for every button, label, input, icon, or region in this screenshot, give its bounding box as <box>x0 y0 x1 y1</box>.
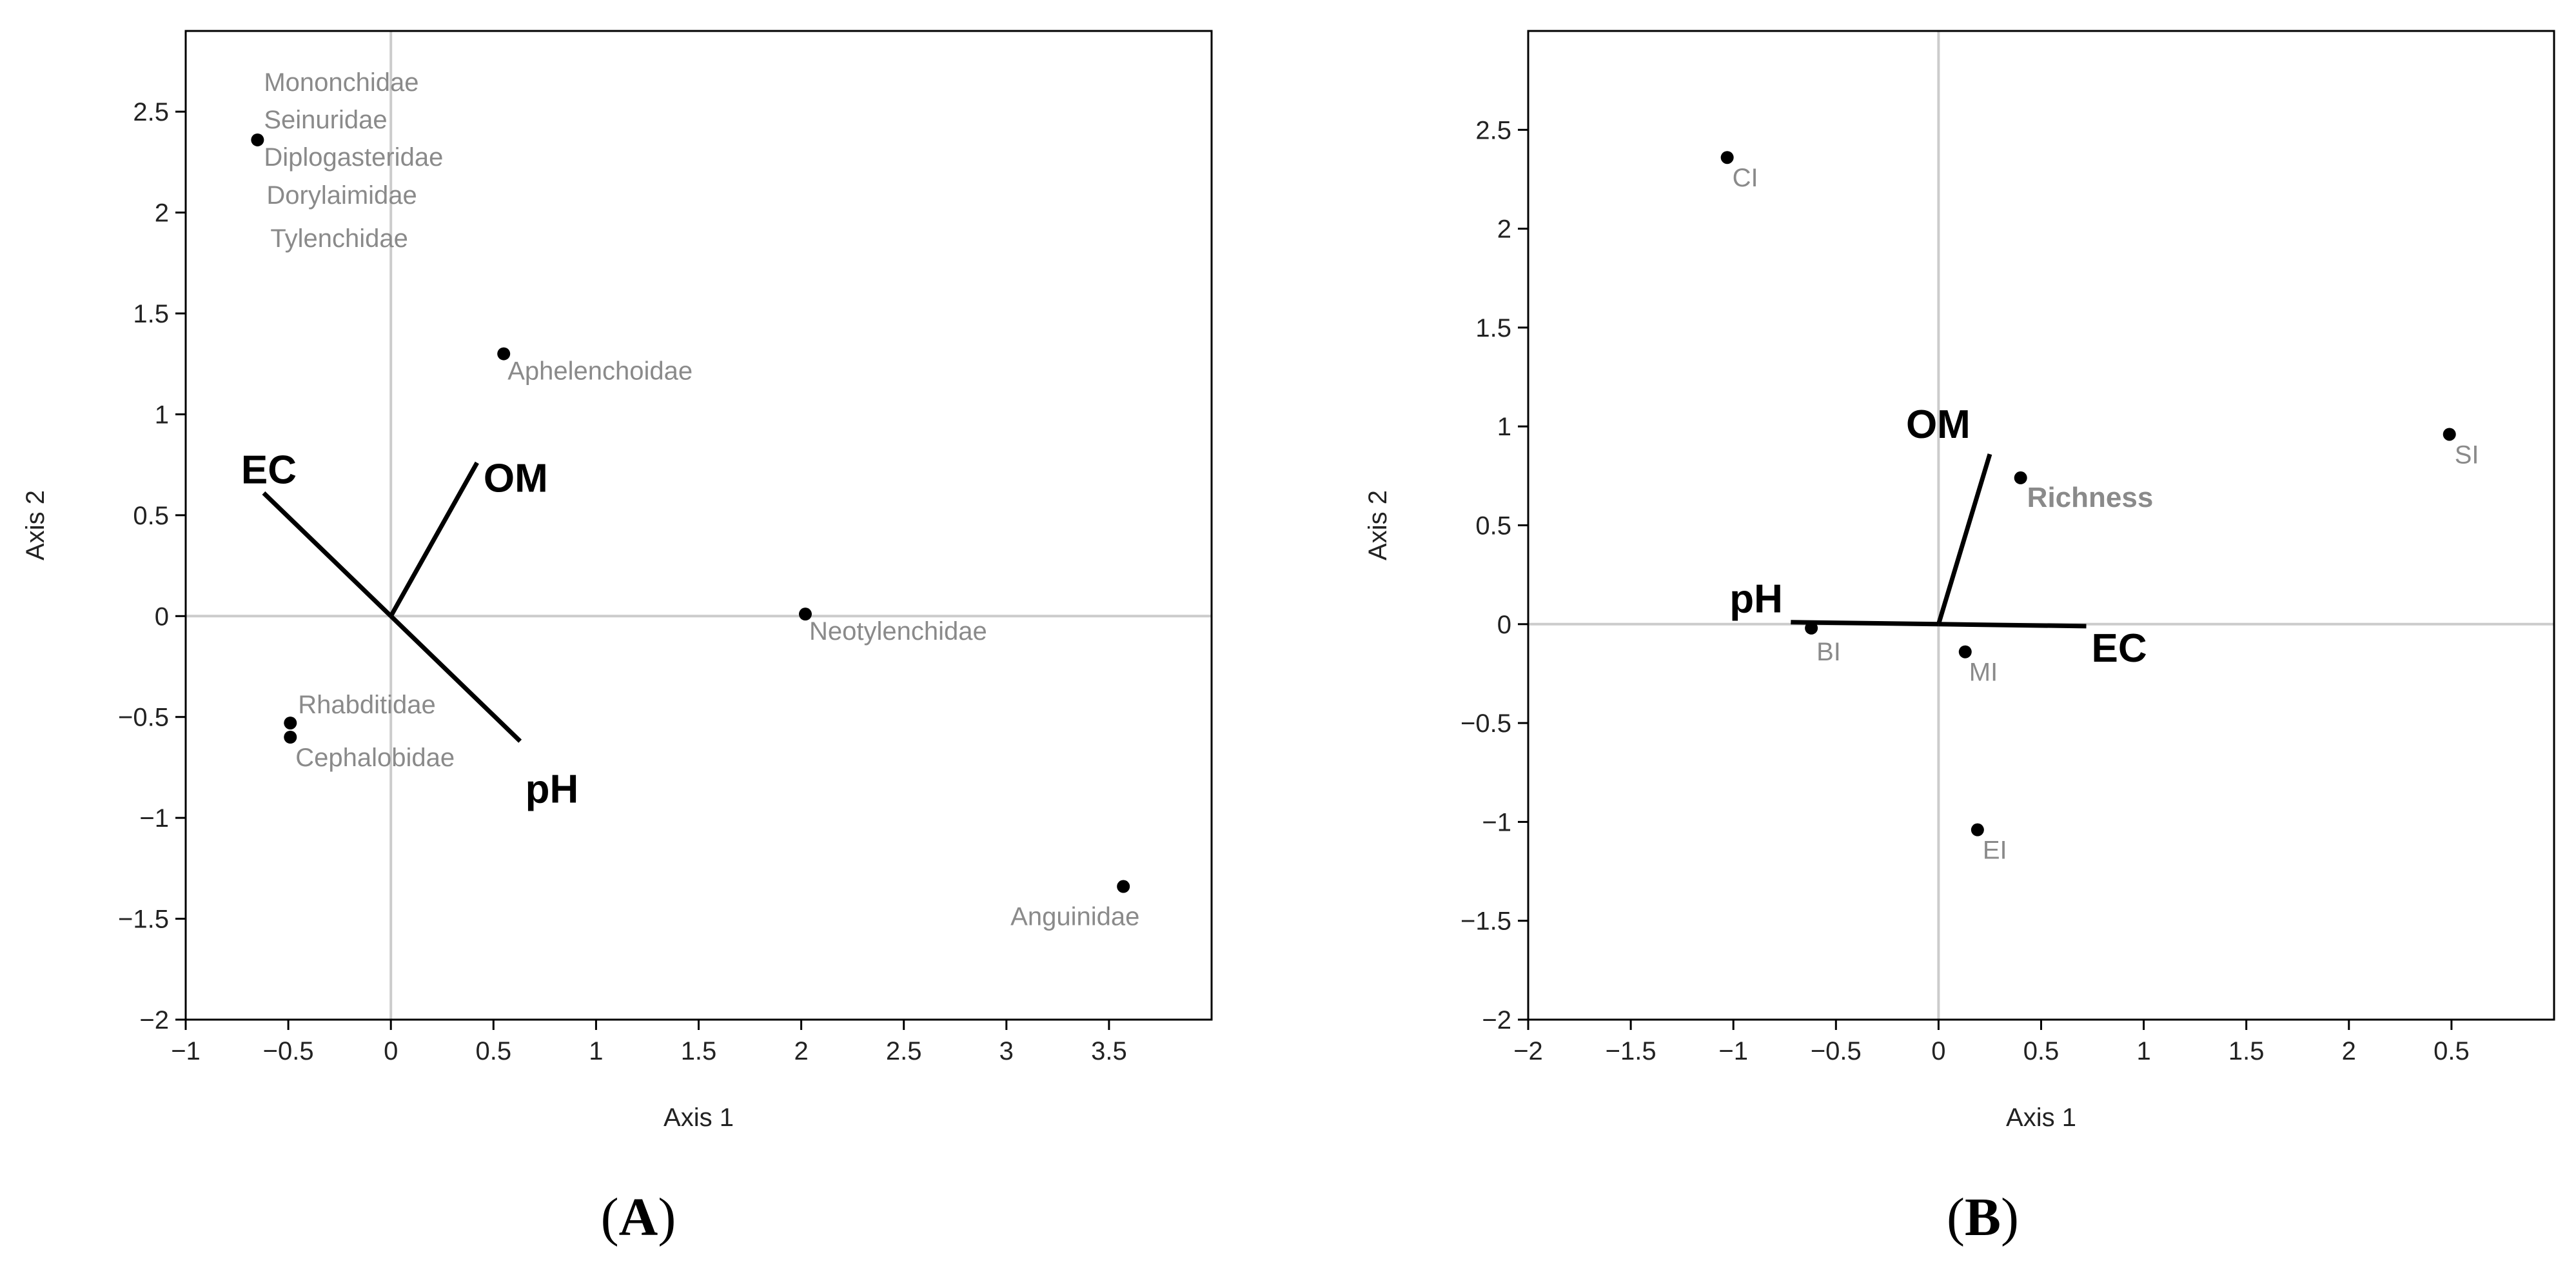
point-label: Seinuridae <box>264 106 387 134</box>
point-label: CI <box>1733 164 1758 192</box>
x-tick-label: 1.5 <box>2228 1037 2265 1065</box>
y-tick-label: 0 <box>155 602 169 631</box>
y-tick-label: 2.5 <box>133 98 169 126</box>
x-tick-label: 2 <box>2342 1037 2356 1065</box>
data-point <box>1720 151 1734 164</box>
x-tick-label: −1.5 <box>1606 1037 1657 1065</box>
y-tick-label: −0.5 <box>1460 709 1511 738</box>
y-axis-title: Axis 2 <box>21 490 50 560</box>
vector-label-om: OM <box>484 457 548 501</box>
point-label: MI <box>1969 658 1998 687</box>
data-point <box>497 347 511 361</box>
x-axis-title: Axis 1 <box>664 1103 734 1132</box>
x-tick-label: 1.5 <box>681 1037 717 1065</box>
data-point <box>1971 823 1984 836</box>
point-label: EI <box>1983 836 2007 865</box>
y-tick-label: −2 <box>1482 1006 1511 1034</box>
data-point <box>284 717 297 730</box>
x-tick-label: 3.5 <box>1091 1037 1127 1065</box>
vector-ph <box>389 614 522 743</box>
vector-ec <box>1938 622 2087 629</box>
x-tick-label: 0.5 <box>2433 1037 2470 1065</box>
y-tick-label: 2.5 <box>1475 116 1511 144</box>
plot-frame <box>1527 30 2555 1021</box>
x-tick-label: 0 <box>1931 1037 1945 1065</box>
y-tick-label: 1 <box>1497 413 1511 441</box>
point-label: Mononchidae <box>264 68 418 97</box>
y-tick-label: 1.5 <box>133 300 169 328</box>
vector-label-om: OM <box>1906 402 1971 447</box>
plot-frame <box>184 30 1213 1021</box>
y-tick-label: 2 <box>155 199 169 228</box>
data-point <box>1805 621 1818 635</box>
x-tick-label: 0 <box>384 1037 398 1065</box>
y-tick-label: 1.5 <box>1475 314 1511 342</box>
x-tick-label: 2 <box>794 1037 808 1065</box>
y-tick-label: −2 <box>139 1006 169 1034</box>
vector-om <box>1936 453 1992 625</box>
panel-label: (B) <box>1947 1187 2019 1247</box>
y-tick-label: 2 <box>1497 215 1511 244</box>
point-label: BI <box>1816 638 1841 666</box>
data-point <box>284 731 297 744</box>
data-point <box>798 608 812 621</box>
y-axis-title: Axis 2 <box>1364 490 1392 560</box>
data-point <box>251 133 264 146</box>
vector-om <box>389 461 479 618</box>
y-tick-label: −1 <box>1482 808 1511 836</box>
point-label: Cephalobidae <box>295 744 455 772</box>
vector-label-ec: EC <box>241 448 297 492</box>
data-point <box>2014 471 2027 484</box>
vector-ph <box>1791 620 1939 627</box>
point-label: Diplogasteridae <box>264 143 443 172</box>
data-point <box>1117 880 1130 893</box>
data-point <box>2443 428 2456 441</box>
y-tick-label: −1.5 <box>118 905 169 934</box>
x-tick-label: 0.5 <box>2023 1037 2060 1065</box>
data-point <box>1958 645 1972 658</box>
x-tick-label: −1 <box>1718 1037 1748 1065</box>
point-label: Dorylaimidae <box>266 181 417 210</box>
x-tick-label: −0.5 <box>1811 1037 1862 1065</box>
point-label: Anguinidae <box>1010 903 1139 931</box>
y-tick-label: 1 <box>155 401 169 429</box>
panel-b-chart: −2 −1.5 −1 −0.5 0 0.5 1 1.5 2 0.5 −2 −1.5 −1 −0.5 0 0.5… <box>1364 30 2555 1247</box>
y-tick-label: −0.5 <box>118 704 169 732</box>
vector-label-ph: pH <box>526 767 579 811</box>
point-label: Richness <box>2027 482 2154 513</box>
y-tick-label: −1 <box>139 804 169 833</box>
panel-a-chart: −1 −0.5 0 0.5 1 1.5 2 2.5 3 3.5 −2 −1.5 −1 −0.5 0 0.5 1 1… <box>21 30 1213 1247</box>
y-tick-label: −1.5 <box>1460 907 1511 936</box>
x-tick-label: 2.5 <box>886 1037 922 1065</box>
y-tick-label: 0.5 <box>1475 512 1511 540</box>
vector-label-ec: EC <box>2092 626 2147 671</box>
x-tick-label: −0.5 <box>263 1037 314 1065</box>
x-tick-label: 0.5 <box>475 1037 511 1065</box>
y-tick-label: 0.5 <box>133 502 169 530</box>
point-label: Neotylenchidae <box>809 617 987 646</box>
point-label: Aphelenchoidae <box>507 357 693 386</box>
x-tick-label: −1 <box>171 1037 201 1065</box>
x-tick-label: −2 <box>1513 1037 1543 1065</box>
vector-label-ph: pH <box>1729 577 1783 622</box>
panel-label: (A) <box>601 1187 676 1247</box>
point-label: Tylenchidae <box>270 224 408 253</box>
y-tick-label: 0 <box>1497 611 1511 639</box>
point-label: SI <box>2455 440 2479 469</box>
x-tick-label: 1 <box>2136 1037 2150 1065</box>
x-axis-title: Axis 1 <box>2006 1103 2076 1132</box>
x-tick-label: 3 <box>999 1037 1014 1065</box>
point-label: Rhabditidae <box>298 691 435 719</box>
vector-ec <box>262 491 393 618</box>
x-tick-label: 1 <box>589 1037 603 1065</box>
